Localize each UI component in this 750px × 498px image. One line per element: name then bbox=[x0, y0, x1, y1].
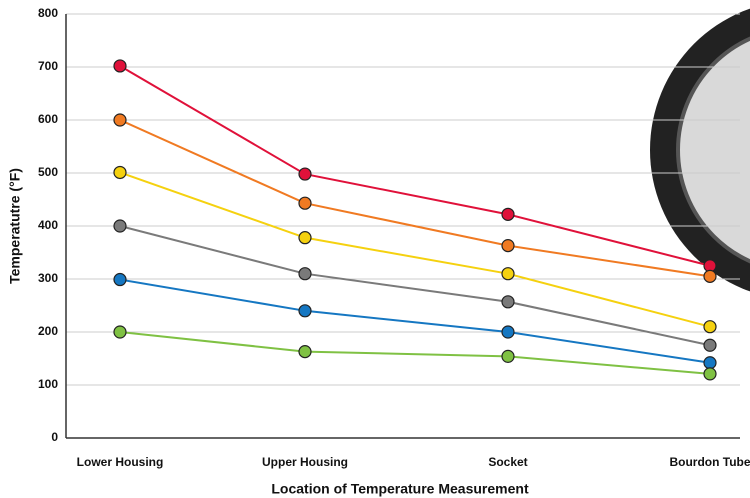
x-tick-label: Socket bbox=[488, 455, 527, 469]
series-line bbox=[119, 225, 711, 347]
series-line bbox=[119, 331, 711, 375]
y-tick-label: 600 bbox=[38, 112, 58, 126]
data-point bbox=[501, 267, 515, 281]
y-tick-label: 0 bbox=[51, 430, 58, 444]
data-point bbox=[501, 349, 515, 363]
data-point bbox=[703, 269, 717, 283]
data-point bbox=[113, 113, 127, 127]
y-tick-label: 500 bbox=[38, 165, 58, 179]
y-tick-label: 100 bbox=[38, 377, 58, 391]
data-point bbox=[703, 338, 717, 352]
data-point bbox=[113, 219, 127, 233]
y-tick-label: 200 bbox=[38, 324, 58, 338]
data-point bbox=[298, 267, 312, 281]
data-point bbox=[113, 165, 127, 180]
x-tick-label: Lower Housing bbox=[77, 455, 164, 469]
y-tick-label: 800 bbox=[38, 6, 58, 20]
data-point bbox=[298, 167, 312, 181]
x-tick-label: Upper Housing bbox=[262, 455, 348, 469]
y-tick-label: 700 bbox=[38, 59, 58, 73]
data-point bbox=[113, 59, 127, 73]
x-tick-label: Bourdon Tube bbox=[669, 455, 750, 469]
data-point bbox=[703, 367, 717, 381]
x-axis-title: Location of Temperature Measurement bbox=[271, 481, 529, 497]
y-tick-label: 400 bbox=[38, 218, 58, 232]
data-point bbox=[703, 320, 717, 334]
y-axis-title: Temperatutre (°F) bbox=[7, 168, 23, 284]
series-line bbox=[119, 171, 711, 328]
data-point bbox=[501, 295, 515, 309]
data-point bbox=[113, 325, 127, 339]
data-point bbox=[501, 207, 515, 221]
data-point bbox=[298, 304, 312, 318]
data-point bbox=[501, 239, 515, 253]
gauge-decoration bbox=[650, 8, 750, 292]
data-point bbox=[703, 356, 717, 370]
series-line bbox=[119, 65, 711, 267]
data-point bbox=[298, 196, 312, 210]
data-point bbox=[113, 272, 127, 287]
y-tick-label: 300 bbox=[38, 271, 58, 285]
data-point bbox=[298, 345, 312, 359]
data-point bbox=[298, 231, 312, 245]
series-line bbox=[119, 278, 711, 364]
data-point bbox=[501, 325, 515, 339]
series-line bbox=[119, 119, 711, 278]
